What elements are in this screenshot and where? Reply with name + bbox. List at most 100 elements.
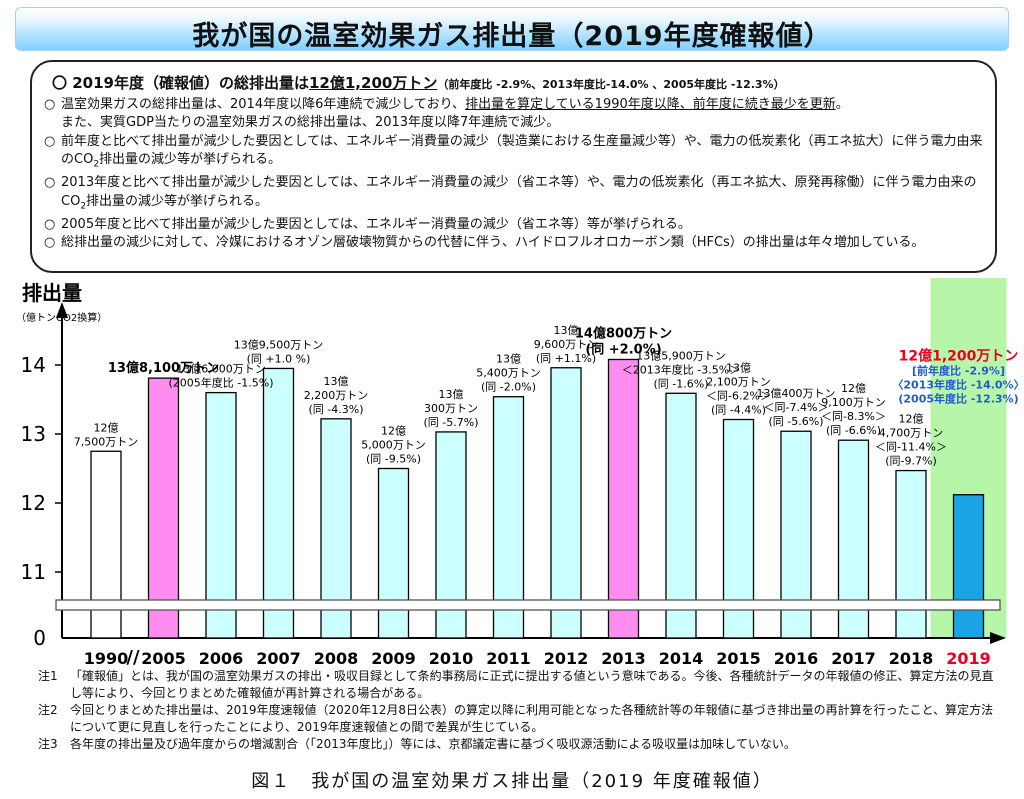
data-label: (同 +1.1%) (536, 352, 596, 365)
data-label: (同 -5.6%) (769, 415, 824, 428)
bullet-mark: ○ (44, 216, 56, 232)
x-tick-label: 2011 (486, 649, 531, 666)
data-label: 13億9,500万トン (234, 338, 324, 351)
headline-changes: （前年度比 -2.9%、2013年度比-14.0% 、2005年度比 -12.3… (437, 78, 785, 91)
data-label: 14億800万トン (575, 325, 672, 341)
x-tick-label: 2008 (314, 649, 359, 666)
x-tick-label: 2006 (199, 649, 244, 666)
summary-text: また、実質GDP当たりの温室効果ガスの総排出量は、2013年度以降7年連続で減少… (61, 115, 560, 131)
x-tick-label: 2007 (256, 649, 301, 666)
data-label: ＜同-8.3%＞ (821, 410, 886, 423)
data-label: (同 -2.0%) (481, 381, 536, 394)
data-label: (同 -4.3%) (309, 403, 364, 416)
y-axis-title: 排出量 (22, 281, 82, 305)
bar (952, 494, 985, 639)
summary-headline: 〇 2019年度（確報値）の総排出量は12億1,200万トン（前年度比 -2.9… (52, 72, 785, 93)
data-label: 12億 (94, 421, 119, 434)
bar (377, 467, 410, 639)
summary-item: ○ 総排出量の減少に対して、冷媒におけるオゾン層破壊物質からの代替に伴う、ハイドロ… (44, 234, 989, 252)
data-label: (同 -6.6%) (826, 424, 881, 437)
title-banner: 我が国の温室効果ガス排出量（2019年度確報値） (15, 7, 1009, 52)
x-tick-label: 2013 (601, 649, 646, 666)
bullet-mark: ○ (44, 133, 56, 149)
bullet-mark (44, 114, 61, 132)
note-text: 「確報値」とは、我が国の温室効果ガスの排出・吸収目録として条約事務局に正式に提出… (70, 669, 994, 700)
note-label: 注2 (38, 703, 58, 717)
summary-text: 前年度と比べて排出量が減少した要因としては、エネルギー消費量の減少（製造業におけ… (61, 133, 983, 170)
y-tick-label: 14 (21, 353, 46, 377)
x-axis-arrow (990, 632, 1006, 644)
x-tick-label: 2016 (774, 649, 819, 666)
axis-break-band (55, 599, 1001, 611)
summary-text: 総排出量の減少に対して、冷媒におけるオゾン層破壊物質からの代替に伴う、ハイドロフ… (61, 235, 925, 251)
summary-item: ○ 温室効果ガスの総排出量は、2014年度以降6年連続で減少しており、排出量を算定… (44, 96, 989, 114)
y-axis-arrow (56, 302, 68, 318)
data-label: 12億1,200万トン (899, 347, 1019, 364)
summary-text: 2005年度と比べて排出量が減少した要因としては、エネルギー消費量の減少（省エネ… (61, 216, 691, 232)
data-label: 13億 (324, 375, 349, 388)
x-axis-break-mark: // (126, 647, 140, 666)
data-label: 4,700万トン (879, 427, 944, 440)
data-label: 5,000万トン (361, 439, 426, 452)
note-text: 今回とりまとめた排出量は、2019年度速報値（2020年12月8日公表）の算定以… (70, 703, 994, 734)
data-label: 13億 (496, 353, 521, 366)
page-title: 我が国の温室効果ガス排出量（2019年度確報値） (192, 21, 832, 52)
y-axis-unit: （億トンCO2換算） (16, 311, 107, 324)
x-tick-label: 2005 (141, 649, 186, 666)
data-label: 13億400万トン (757, 387, 836, 400)
bar (205, 391, 237, 639)
bar (147, 377, 180, 639)
bar (607, 358, 640, 639)
bullet-mark: ○ (44, 97, 56, 112)
x-tick-label: 2009 (371, 649, 416, 666)
bar (550, 367, 582, 639)
data-label: 2,200万トン (304, 389, 369, 402)
emissions-bar-chart: 排出量 （億トンCO2換算） 0 11 12 13 14 1990 2005 2006 2007 20… (16, 278, 1024, 666)
bullet-mark: ○ (44, 175, 56, 191)
data-label: 12億 (841, 382, 866, 395)
y-tick-label: 13 (21, 422, 46, 446)
y-tick-label: 12 (21, 491, 46, 515)
note-item: 注3 各年度の排出量及び過年度からの増減割合（「2013年度比」）等には、京都議定… (38, 736, 998, 753)
data-label: 12億 (899, 413, 924, 426)
summary-list: ○ 温室効果ガスの総排出量は、2014年度以降6年連続で減少しており、排出量を算定… (44, 96, 989, 252)
data-label: 13億 (726, 362, 751, 375)
note-label: 注1 (38, 669, 58, 683)
headline-prefix: 2019年度（確報値）の総排出量は (72, 74, 309, 92)
data-label: 2,100万トン (706, 376, 771, 389)
figure-caption: 図１ 我が国の温室効果ガス排出量（2019 年度確報値） (251, 771, 773, 792)
data-label: 7,500万トン (74, 435, 139, 448)
data-label: 13億 (439, 388, 464, 401)
note-item: 注2 今回とりまとめた排出量は、2019年度速報値（2020年12月8日公表）の算… (38, 702, 998, 736)
bar (895, 469, 927, 639)
bar (492, 396, 525, 639)
bar (262, 367, 295, 639)
data-label: 9,600万トン (534, 338, 599, 351)
x-tick-label: 2014 (659, 649, 704, 666)
data-label: 13億8,100万トン (108, 360, 219, 376)
summary-box: 〇 2019年度（確報値）の総排出量は12億1,200万トン（前年度比 -2.9… (30, 60, 997, 273)
y-tick-label: 0 (33, 626, 46, 650)
data-label: (同 -9.5%) (366, 453, 421, 466)
x-tick-label: 2019 (946, 649, 991, 666)
data-label: 13億 (554, 324, 579, 337)
note-label: 注3 (38, 737, 58, 751)
y-tick-label: 11 (21, 560, 46, 584)
data-label: 9,100万トン (821, 396, 886, 409)
data-label: 300万トン (424, 402, 478, 415)
bullet-mark: ○ (44, 235, 56, 251)
data-label: (同 +1.0 %) (247, 352, 311, 365)
data-label: [前年度比 -2.9%] (912, 363, 1005, 377)
data-label: (2005年度比 -12.3%) (898, 391, 1018, 405)
data-label: ＜同-7.4%＞ (764, 401, 829, 414)
notes: 注1 「確報値」とは、我が国の温室効果ガスの排出・吸収目録として条約事務局に正式に… (38, 668, 998, 753)
summary-item: ○ 前年度と比べて排出量が減少した要因としては、エネルギー消費量の減少（製造業にお… (44, 133, 989, 174)
data-label: (同 -5.7%) (424, 416, 479, 429)
note-text: 各年度の排出量及び過年度からの増減割合（「2013年度比」）等には、京都議定書に… (70, 737, 796, 751)
summary-item: また、実質GDP当たりの温室効果ガスの総排出量は、2013年度以降7年連続で減少… (44, 114, 989, 132)
data-label: (同 -4.4%) (711, 404, 766, 417)
x-tick-label: 2015 (716, 649, 761, 666)
data-label: ＜同-11.4%＞ (875, 441, 947, 454)
x-tick-label: 2018 (889, 649, 934, 666)
data-label: ＜2013年度比 -3.5%＞ (622, 362, 740, 376)
